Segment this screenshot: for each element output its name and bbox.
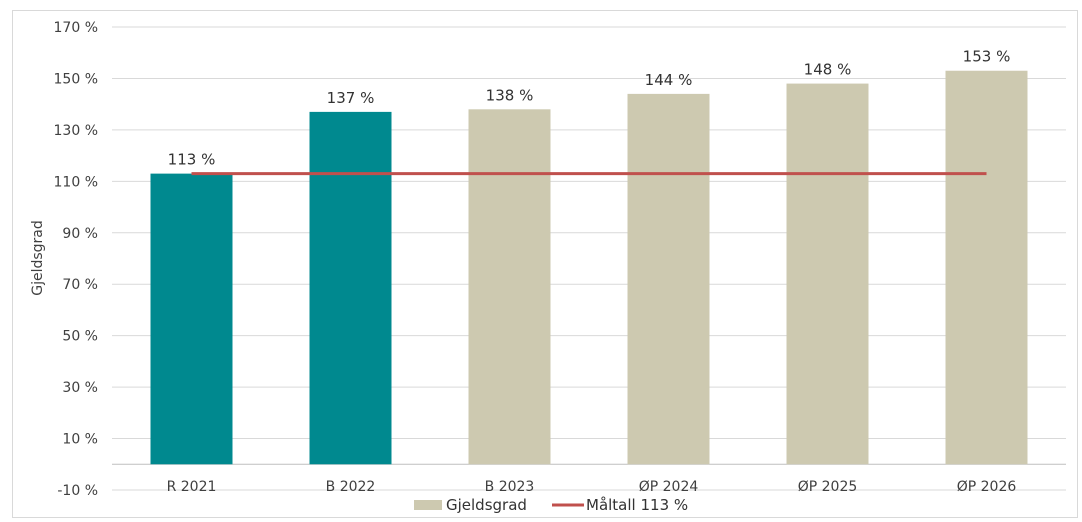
y-tick-label: 170 % (54, 20, 98, 36)
data-label: 144 % (645, 71, 693, 89)
y-tick-label: -10 % (57, 483, 98, 499)
legend: Gjeldsgrad Måltall 113 % (414, 496, 688, 514)
x-category-label: ØP 2025 (798, 479, 858, 495)
x-category-label: B 2022 (326, 479, 376, 495)
legend-label-maltall: Måltall 113 % (586, 496, 688, 514)
bar (786, 83, 869, 465)
x-category-label: B 2023 (485, 479, 535, 495)
y-tick-label: 30 % (62, 380, 98, 396)
y-tick-label: 130 % (54, 123, 98, 139)
gridlines (112, 26, 1066, 491)
bar (945, 70, 1028, 465)
bar (468, 109, 551, 465)
x-axis-categories: R 2021 B 2022 B 2023 ØP 2024 ØP 2025 ØP 2026 (167, 479, 1017, 495)
y-axis-ticks: -10 % 10 % 30 % 50 % 70 % 90 % 110 % 130 % 150 %… (54, 20, 98, 499)
data-label: 137 % (327, 89, 375, 107)
y-axis-title: Gjeldsgrad (30, 220, 46, 296)
x-category-label: ØP 2024 (639, 479, 699, 495)
y-tick-label: 110 % (54, 174, 98, 190)
y-tick-label: 90 % (62, 226, 98, 242)
y-tick-label: 150 % (54, 71, 98, 87)
x-category-label: R 2021 (167, 479, 217, 495)
y-tick-label: 50 % (62, 329, 98, 345)
bar (627, 93, 710, 465)
legend-label-gjeldsgrad: Gjeldsgrad (446, 496, 527, 514)
data-label: 138 % (486, 86, 534, 104)
y-tick-label: 10 % (62, 432, 98, 448)
data-label: 153 % (963, 48, 1011, 66)
bar (309, 111, 392, 465)
data-labels: 113 % 137 % 138 % 144 % 148 % 153 % (168, 48, 1011, 169)
y-tick-label: 70 % (62, 277, 98, 293)
x-category-label: ØP 2026 (957, 479, 1017, 495)
bars (150, 70, 1028, 465)
data-label: 148 % (804, 61, 852, 79)
legend-swatch-gjeldsgrad (414, 500, 442, 510)
data-label: 113 % (168, 151, 216, 169)
bar (150, 173, 233, 465)
chart-frame (12, 10, 1078, 518)
